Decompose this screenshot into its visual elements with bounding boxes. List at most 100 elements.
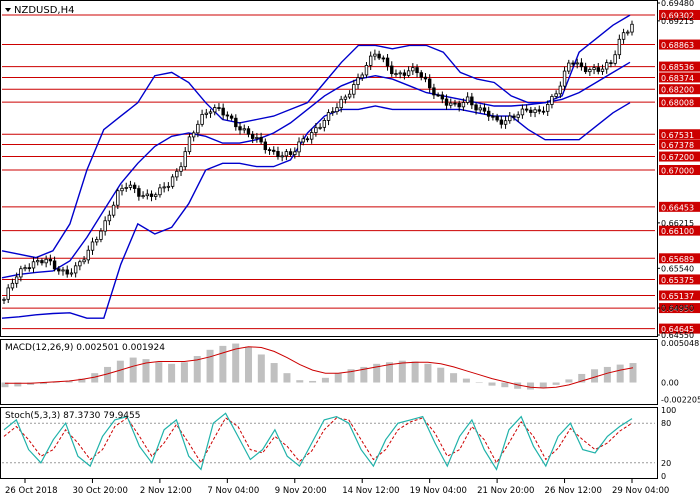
time-axis: 26 Oct 2018 30 Oct 20:00 2 Nov 12:00 7 Nov … [5,479,669,496]
candle-body [592,67,596,70]
level-tag-label: 0.68374 [661,74,694,83]
candle-body [305,138,310,141]
price-tick-label: 0.64950 [661,304,694,313]
price-axis: 0.69302 0.68863 0.68536 0.68374 0.68200 0.680… [657,0,700,481]
candle-body [621,32,626,40]
macd-histogram-bar [539,382,547,388]
candle-body [360,74,364,79]
candle-body [541,110,546,113]
candle-body [364,64,369,76]
candle-body [390,65,394,75]
level-tag-label: 0.64645 [661,325,694,334]
candle-body [331,111,335,114]
candle-body [537,109,541,112]
candle-body [284,151,289,157]
macd-histogram-bar [129,357,137,383]
candle-body [495,116,499,121]
candle-body [626,31,630,34]
candle-body [613,54,617,64]
candle-body [280,155,284,158]
candle-body [191,132,196,138]
candle-body [65,269,69,275]
candle-body [132,184,137,189]
candle-body [529,109,533,113]
candle-body [234,117,238,128]
level-tag-label: 0.68008 [661,99,694,108]
candle-body [57,268,61,272]
level-tag [659,323,700,334]
time-tick-label: 26 Oct 2018 [5,486,58,496]
candle-body [272,149,276,152]
candle-body [550,96,554,105]
macd-histogram-bar [104,366,112,383]
candle-body [503,120,508,125]
candle-body [141,195,145,198]
candle-body [474,104,478,111]
candle-body [204,112,209,115]
candle-body [432,87,436,96]
level-tag [659,61,700,72]
macd-histogram-bar [552,382,560,385]
level-tag-label: 0.65375 [661,276,694,285]
candle-body [19,268,23,278]
candlestick-series [2,20,634,305]
macd-histogram-bar [155,362,163,383]
candle-body [213,107,217,113]
candle-body [179,166,183,172]
candle-body [128,184,133,188]
candle-body [482,107,487,112]
level-tag-label: 0.68863 [661,41,694,50]
price-panel [0,0,658,337]
macd-histogram-bar [462,378,470,383]
candle-body [23,267,27,270]
level-tag [659,129,700,140]
level-tag [659,201,700,212]
candle-body [373,53,377,57]
candle-body [137,188,141,197]
candle-body [453,102,457,105]
level-tag [659,290,700,301]
stoch-axis-label: 80 [661,419,671,428]
candle-body [583,66,588,73]
candle-body [423,76,428,80]
macd-histogram-bar [91,373,99,383]
candle-body [111,204,116,216]
candle-body [562,70,567,87]
candle-body [124,187,128,189]
level-tag [659,72,700,83]
candle-body [470,96,474,106]
candle-body [116,190,120,206]
level-tag-label: 0.66453 [661,203,694,212]
symbol-dropdown-icon[interactable] [5,8,11,12]
candle-body [246,128,251,135]
candle-body [394,73,398,76]
candle-body [398,72,402,75]
level-tag [659,225,700,236]
candle-body [571,62,575,65]
candle-body [6,287,10,300]
candle-body [579,62,584,68]
macd-histogram-bar [232,343,240,383]
macd-axis-label: -0.002205 [661,396,700,405]
macd-histogram-bar [603,366,611,383]
candle-body [162,186,166,189]
stochastic-series [2,412,655,471]
candle-body [419,72,423,78]
macd-histogram-bar [437,367,445,383]
candle-body [630,23,634,33]
level-tag [659,39,700,50]
macd-histogram-bar [180,362,188,383]
level-tag [659,9,700,20]
candle-body [609,62,613,65]
macd-histogram-bar [296,380,304,383]
candle-body [36,260,40,263]
candle-body [107,214,112,222]
candle-body [322,120,327,128]
macd-histogram-bar [385,362,393,383]
level-tag [659,139,700,150]
level-tag-label: 0.68536 [661,63,694,72]
candle-body [558,85,563,95]
macd-histogram-bar [578,373,586,383]
price-tick-label: 0.64550 [661,331,694,340]
candle-body [200,114,204,125]
